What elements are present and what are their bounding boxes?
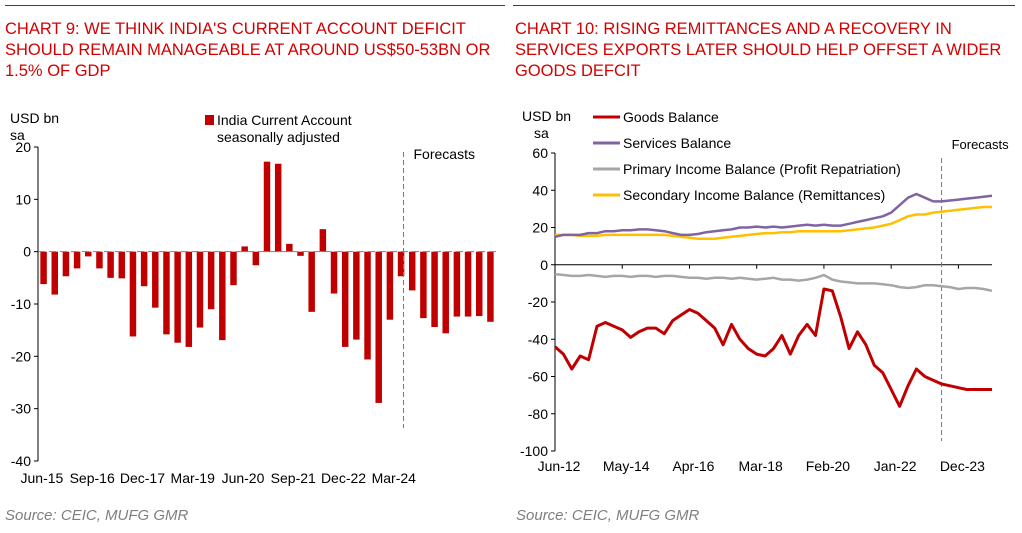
chart10-legend-label: Services Balance	[623, 135, 731, 151]
title-rule-left	[5, 5, 505, 6]
chart9-legend-label-2: seasonally adjusted	[217, 129, 340, 145]
chart9-y-tick-label: 20	[15, 139, 31, 155]
chart10-ylabel-unit: sa	[534, 125, 549, 141]
chart10-x-tick-label: Feb-20	[806, 458, 851, 474]
chart9-legend-label: India Current Account	[217, 112, 352, 128]
chart9-bar	[174, 251, 181, 343]
chart9-x-tick-label: Sep-16	[70, 470, 115, 486]
chart9-y-tick-label: -30	[11, 401, 31, 417]
chart9-bar	[163, 251, 170, 335]
chart10-x-tick-label: May-14	[603, 458, 650, 474]
chart9-bar	[274, 163, 282, 252]
chart9-bar	[85, 251, 92, 257]
chart9-bar	[286, 243, 293, 252]
chart10-y-tick-label: 0	[540, 257, 548, 273]
chart9-x-tick-label: Mar-19	[171, 470, 216, 486]
chart9-bar	[185, 251, 193, 347]
chart10-source: Source: CEIC, MUFG GMR	[516, 507, 700, 524]
chart10-y-tick-label: 20	[532, 220, 548, 236]
chart9-y-tick-label: 0	[23, 244, 31, 260]
chart10-y-tick-label: -100	[520, 443, 548, 459]
chart9-source: Source: CEIC, MUFG GMR	[5, 507, 189, 524]
chart10-line-secondary	[555, 205, 992, 240]
chart9-y-tick-label: -10	[11, 296, 31, 312]
chart10-x-tick-label: Jun-12	[538, 458, 581, 474]
chart10-ylabel: USD bn	[522, 108, 571, 124]
chart9-x-tick-label: Jun-20	[222, 470, 265, 486]
chart9-bar	[308, 251, 315, 312]
chart9-bar	[431, 251, 438, 328]
chart9-bar	[453, 251, 461, 317]
chart9-bar	[319, 229, 327, 252]
chart9-bar	[107, 251, 114, 278]
chart10-y-tick-label: -60	[528, 369, 548, 385]
chart9-bar	[375, 251, 382, 403]
chart10-line-services	[554, 192, 993, 239]
chart9-ylabel: USD bn	[10, 110, 59, 126]
chart10-legend-label: Primary Income Balance (Profit Repatriat…	[623, 161, 901, 177]
chart10-x-tick-label: Dec-23	[940, 458, 985, 474]
chart10-y-tick-label: 40	[532, 182, 548, 198]
chart9-legend-swatch	[205, 115, 214, 125]
chart9-x-tick-label: Mar-24	[372, 470, 417, 486]
chart9-bar	[51, 251, 58, 295]
chart10-x-tick-label: Mar-18	[739, 458, 784, 474]
chart9-y-tick-label: 10	[15, 191, 31, 207]
chart9-bar	[230, 251, 237, 286]
chart9-bar	[118, 251, 126, 279]
chart10-y-tick-label: -80	[528, 406, 548, 422]
chart9-x-tick-label: Dec-17	[120, 470, 165, 486]
chart10-y-tick-label: -20	[528, 294, 548, 310]
chart9-bar	[353, 251, 360, 340]
chart9-bar	[341, 251, 349, 347]
chart9-bar	[73, 251, 81, 269]
chart10-y-tick-label: -40	[528, 331, 548, 347]
chart9-bar	[464, 251, 472, 317]
chart10-legend-label: Secondary Income Balance (Remittances)	[623, 187, 885, 203]
chart9-bar	[241, 246, 248, 252]
chart9-bar	[408, 251, 416, 291]
chart10-legend-label: Goods Balance	[623, 109, 719, 125]
chart9-bar	[263, 161, 271, 252]
chart9-bar	[252, 251, 260, 266]
chart9-bar	[386, 251, 394, 320]
chart9-forecast-label: Forecasts	[414, 146, 475, 162]
chart9-bar	[420, 251, 427, 319]
chart9-title: CHART 9: WE THINK INDIA'S CURRENT ACCOUN…	[5, 20, 491, 80]
chart9-bar	[152, 251, 159, 308]
chart9-bar	[487, 251, 494, 322]
chart10-line-primary	[554, 272, 993, 293]
chart9-bar	[207, 251, 215, 310]
chart9-bar	[397, 251, 405, 277]
chart9-bar	[330, 251, 338, 294]
chart9-y-tick-label: -40	[11, 453, 31, 469]
chart10-x-tick-label: Apr-16	[672, 458, 714, 474]
chart9-x-tick-label: Sep-21	[271, 470, 316, 486]
chart10-title: CHART 10: RISING REMITTANCES AND A RECOV…	[515, 20, 1002, 80]
chart10-line-goods	[554, 287, 992, 408]
chart10-x-tick-label: Jan-22	[874, 458, 917, 474]
chart9-ylabel-unit: sa	[10, 127, 25, 143]
chart9-bar	[364, 251, 371, 360]
chart10-y-tick-label: 60	[532, 145, 548, 161]
chart9-x-tick-label: Dec-22	[321, 470, 366, 486]
chart9-bar	[40, 251, 47, 285]
chart9-y-tick-label: -20	[11, 348, 31, 364]
chart10-forecast-label: Forecasts	[952, 137, 1010, 152]
chart9-bar	[129, 251, 137, 337]
chart9-bar	[96, 251, 103, 269]
chart9-x-tick-label: Jun-15	[21, 470, 64, 486]
chart9-bar	[196, 251, 204, 328]
chart9-bar	[140, 251, 148, 287]
chart9-bar	[219, 251, 226, 341]
chart9-bar	[297, 251, 304, 256]
chart9-bar	[62, 251, 70, 277]
chart9-bar	[442, 251, 449, 334]
title-rule-right	[513, 5, 1015, 6]
chart9-bar	[476, 251, 483, 317]
